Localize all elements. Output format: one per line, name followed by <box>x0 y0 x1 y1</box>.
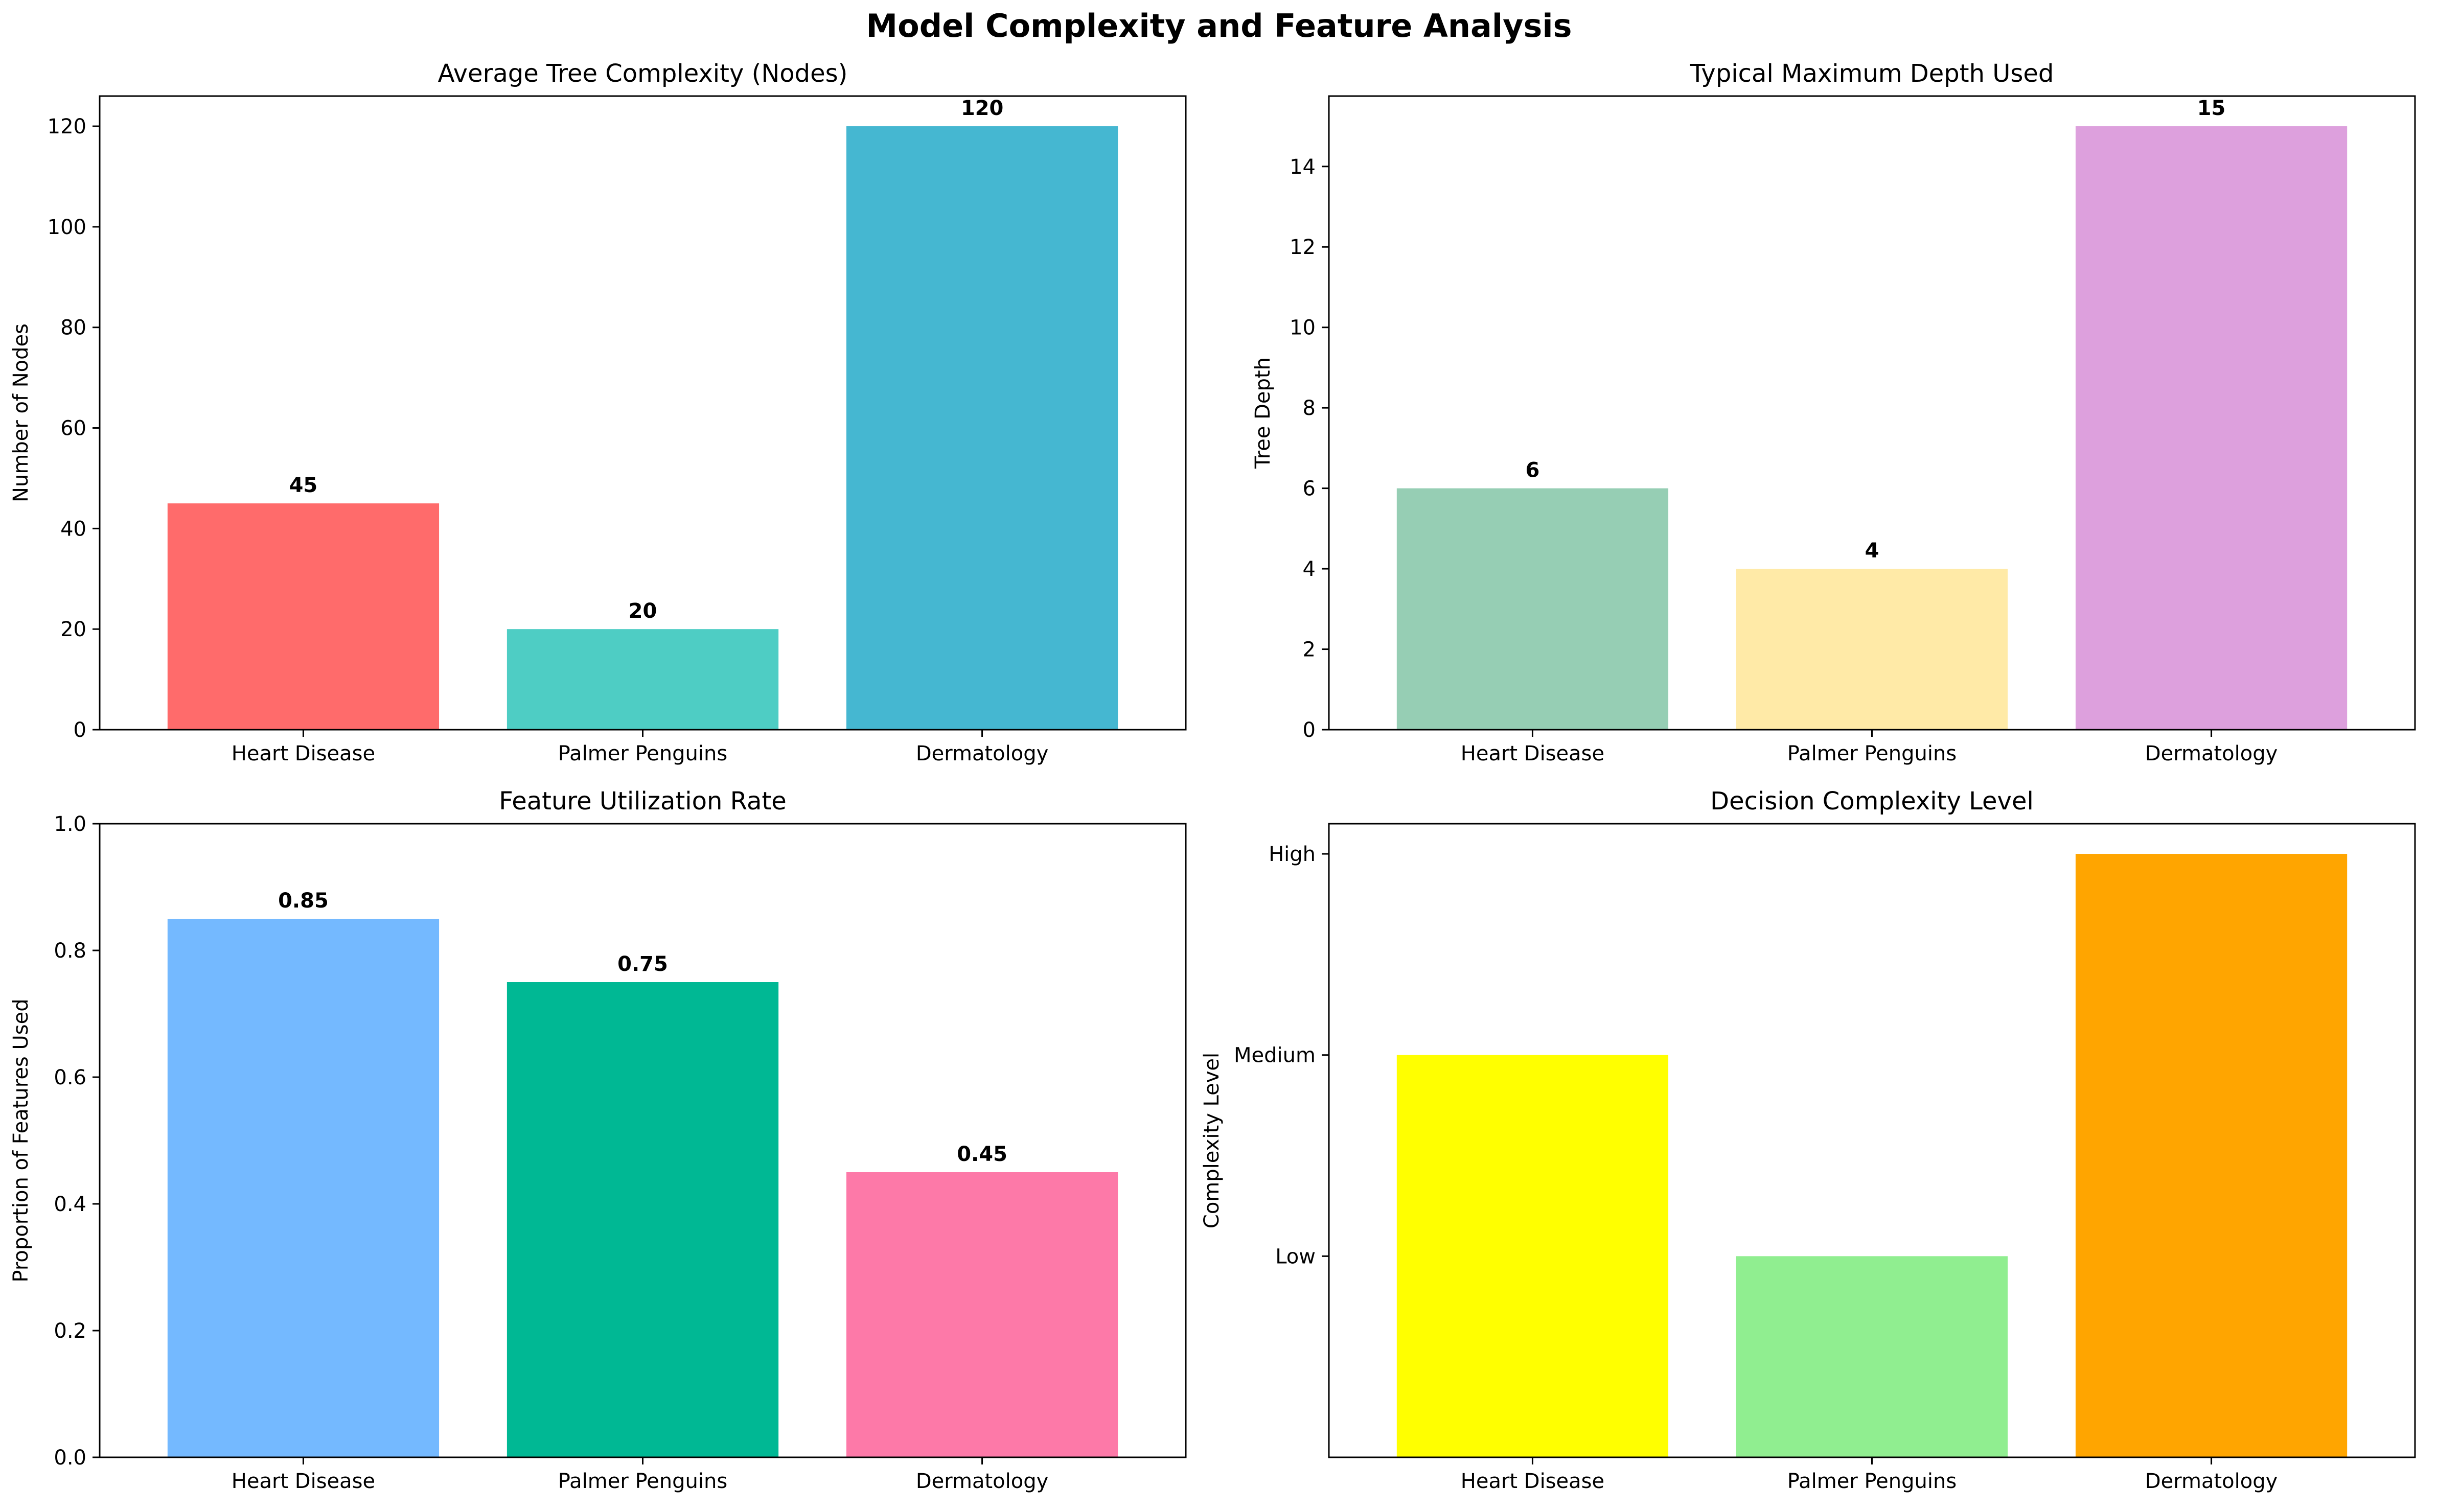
subplot-3-title: Feature Utilization Rate <box>499 787 786 816</box>
subplot-1-bar <box>507 629 779 730</box>
subplot-4-y-tick-label: Medium <box>1234 1044 1316 1067</box>
subplot-1-y-axis-label: Number of Nodes <box>9 323 33 502</box>
subplot-2-title: Typical Maximum Depth Used <box>1690 59 2054 88</box>
subplot-2-y-tick-label: 12 <box>1290 236 1316 259</box>
subplot-3-value-label: 0.85 <box>278 889 329 913</box>
subplot-2-bar <box>1396 488 1669 730</box>
figure-title: Model Complexity and Feature Analysis <box>866 7 1572 44</box>
subplot-1-y-tick-label: 100 <box>48 216 86 239</box>
subplot-3-y-tick-label: 0.6 <box>54 1066 86 1089</box>
subplot-2-value-label: 6 <box>1526 459 1540 482</box>
subplot-2-bar <box>2075 126 2348 730</box>
subplot-1-y-tick-label: 0 <box>74 718 86 742</box>
subplot-2-y-tick-label: 10 <box>1290 316 1316 340</box>
subplot-4-bar <box>1396 1055 1669 1457</box>
subplot-1-x-tick-label: Dermatology <box>916 742 1048 765</box>
subplot-3-value-label: 0.45 <box>957 1143 1007 1166</box>
subplot-2-value-label: 4 <box>1865 539 1879 563</box>
subplot-4-x-tick-label: Heart Disease <box>1461 1470 1604 1493</box>
subplot-4-y-axis-label: Complexity Level <box>1200 1053 1224 1228</box>
subplot-1-value-label: 20 <box>629 599 657 623</box>
subplot-3-y-axis-label: Proportion of Features Used <box>9 998 33 1282</box>
subplot-1-plot-frame <box>99 95 1187 731</box>
subplot-4-title: Decision Complexity Level <box>1710 787 2034 816</box>
subplot-1-y-tick-label: 40 <box>60 517 86 541</box>
subplot-3-x-tick-label: Dermatology <box>916 1470 1048 1493</box>
subplot-3-bar <box>846 1172 1118 1457</box>
subplot-3-y-tick-label: 0.0 <box>54 1446 86 1470</box>
subplot-1-bar <box>167 503 440 730</box>
subplot-3-bar <box>167 919 440 1457</box>
subplot-3-bar <box>507 982 779 1457</box>
subplot-2-plot-frame <box>1328 95 2416 731</box>
subplot-1-title: Average Tree Complexity (Nodes) <box>438 59 848 88</box>
subplot-1-y-tick-label: 60 <box>60 417 86 440</box>
subplot-2-y-tick-label: 2 <box>1303 638 1316 662</box>
subplot-3-y-tick-label: 0.4 <box>54 1193 86 1216</box>
subplot-4-y-tick-label: Low <box>1275 1245 1316 1268</box>
subplot-4-x-tick-label: Palmer Penguins <box>1787 1470 1957 1493</box>
subplot-3-y-tick-label: 0.2 <box>54 1319 86 1343</box>
subplot-3-value-label: 0.75 <box>617 952 668 976</box>
subplot-2-bar <box>1736 569 2008 730</box>
subplot-2-y-tick-label: 4 <box>1303 557 1316 581</box>
subplot-3-x-tick-label: Palmer Penguins <box>558 1470 727 1493</box>
subplot-1-x-tick-label: Heart Disease <box>232 742 375 765</box>
subplot-1-bar <box>846 126 1118 730</box>
subplot-4-plot-frame <box>1328 823 2416 1458</box>
subplot-3-plot-frame <box>99 823 1187 1458</box>
subplot-1-value-label: 45 <box>289 474 318 497</box>
subplot-2-y-tick-label: 8 <box>1303 397 1316 420</box>
subplot-2-y-tick-label: 6 <box>1303 477 1316 501</box>
subplot-2-y-tick-label: 14 <box>1290 155 1316 179</box>
subplot-1-value-label: 120 <box>961 97 1004 120</box>
subplot-1-y-tick-label: 120 <box>48 115 86 138</box>
subplot-1-y-tick-label: 80 <box>60 316 86 340</box>
subplot-1-y-tick-label: 20 <box>60 618 86 641</box>
subplot-3-x-tick-label: Heart Disease <box>232 1470 375 1493</box>
subplot-4-bar <box>2075 854 2348 1457</box>
subplot-4-x-tick-label: Dermatology <box>2145 1470 2278 1493</box>
subplot-2-x-tick-label: Heart Disease <box>1461 742 1604 765</box>
subplot-2-x-tick-label: Palmer Penguins <box>1787 742 1957 765</box>
subplot-2-x-tick-label: Dermatology <box>2145 742 2278 765</box>
subplot-4-bar <box>1736 1256 2008 1457</box>
subplot-2-y-axis-label: Tree Depth <box>1251 357 1275 469</box>
subplot-3-y-tick-label: 1.0 <box>54 812 86 836</box>
subplot-1-x-tick-label: Palmer Penguins <box>558 742 727 765</box>
subplot-3-y-tick-label: 0.8 <box>54 939 86 963</box>
subplot-2-y-tick-label: 0 <box>1303 718 1316 742</box>
subplot-4-y-tick-label: High <box>1269 843 1316 866</box>
subplot-2-value-label: 15 <box>2197 97 2226 120</box>
